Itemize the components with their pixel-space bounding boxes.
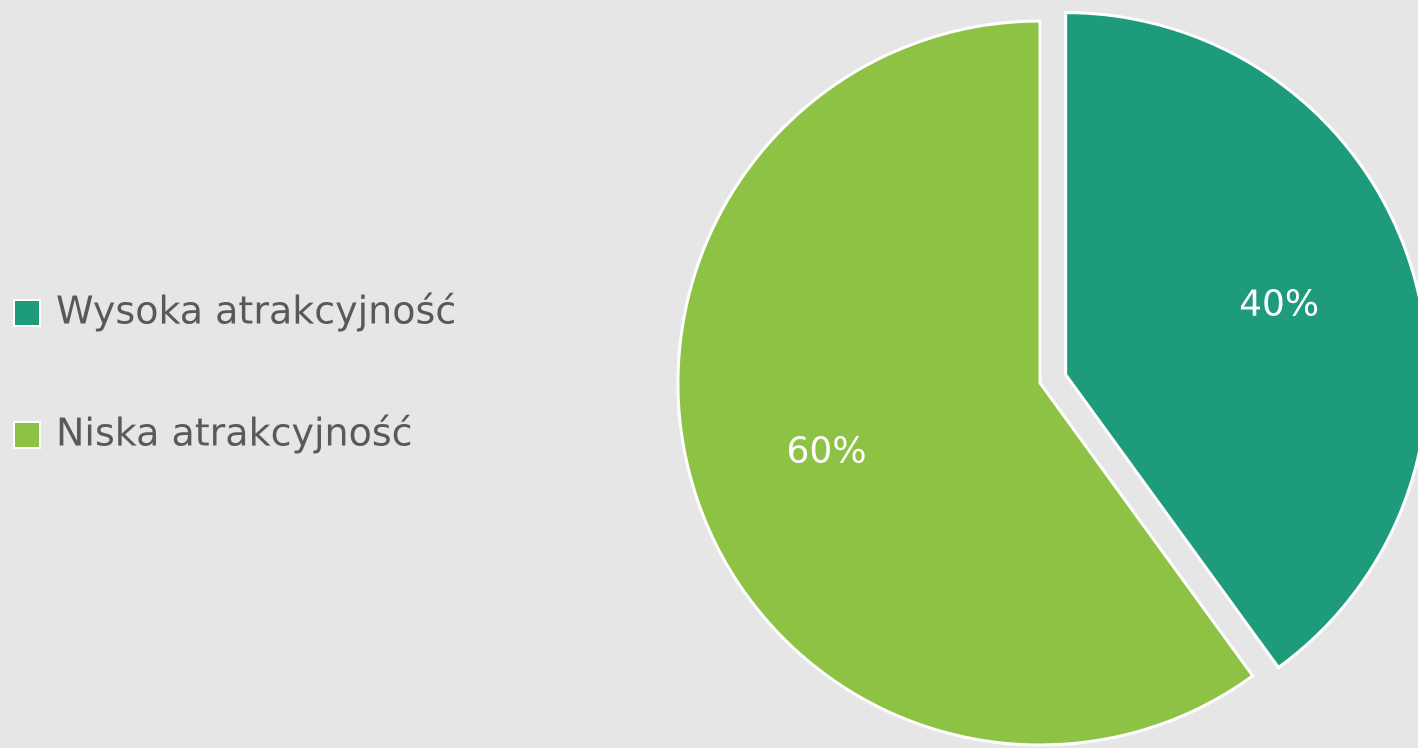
legend-swatch: [13, 421, 41, 449]
pie-slice: [1064, 11, 1418, 670]
pie-slice: [676, 19, 1255, 747]
legend-label: Niska atrakcyjność: [56, 411, 413, 455]
legend-label: Wysoka atrakcyjność: [56, 289, 456, 333]
data-label: 60%: [787, 430, 867, 471]
legend-swatch: [13, 299, 41, 327]
data-label: 40%: [1239, 283, 1319, 324]
